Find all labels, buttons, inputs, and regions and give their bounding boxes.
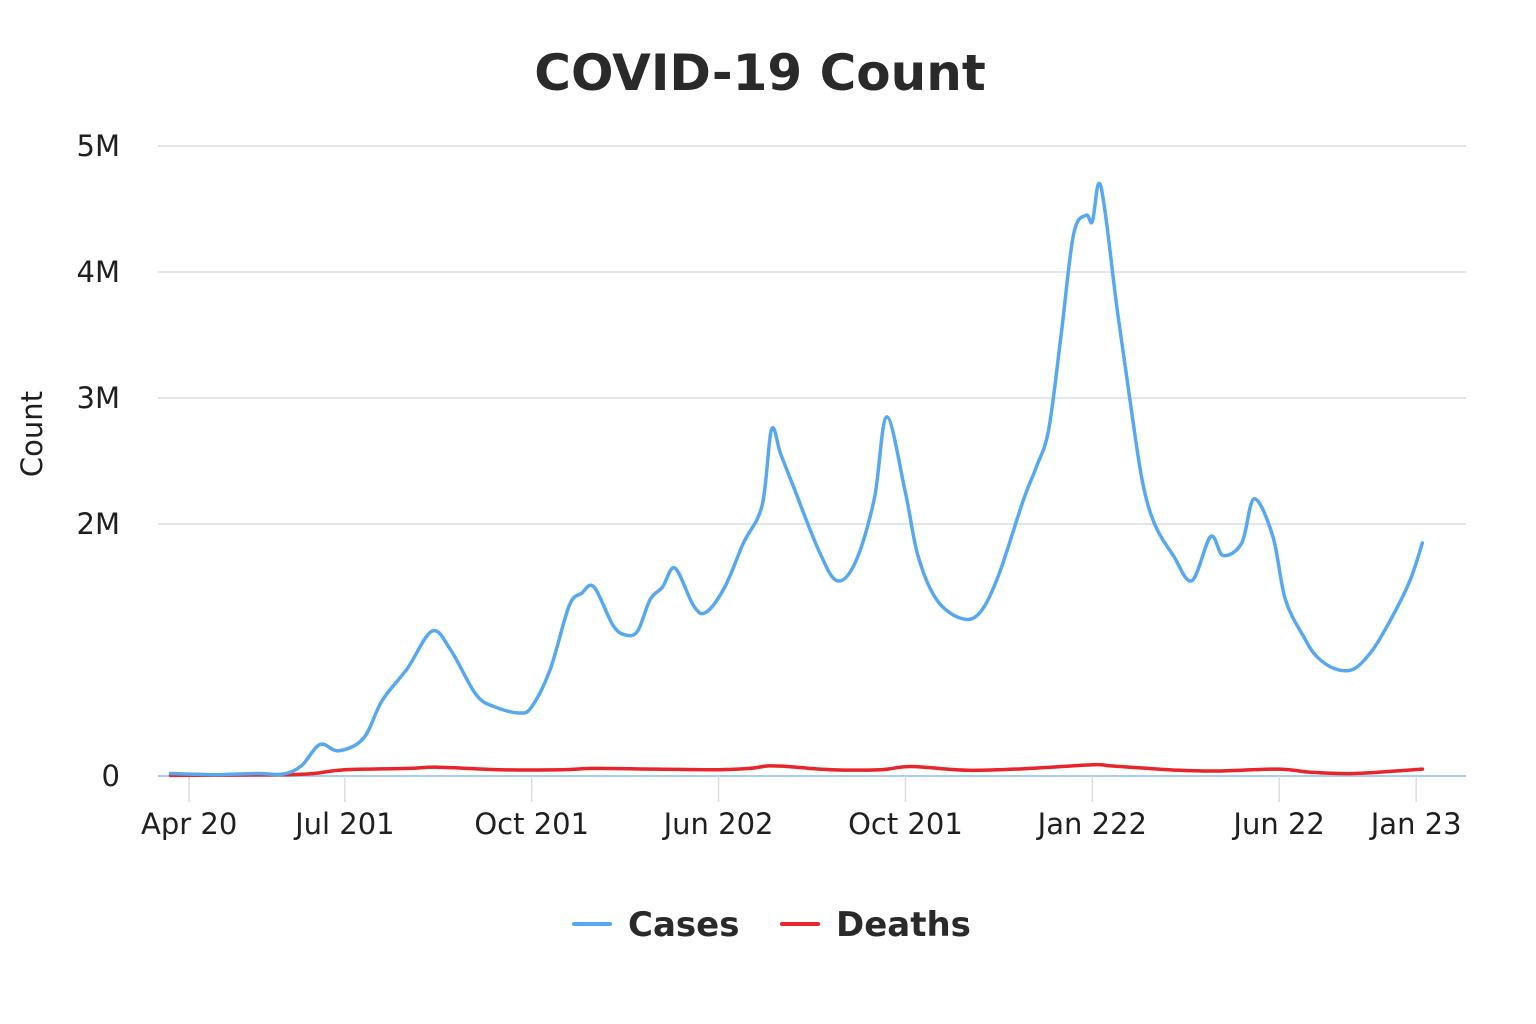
y-tick-label: 2M (77, 507, 120, 541)
y-tick-label: 3M (77, 381, 120, 415)
y-axis-title: Count (15, 391, 49, 477)
x-tick-label: Oct 201 (848, 807, 963, 841)
series-line-cases[interactable] (168, 181, 1425, 777)
x-tick-label: Jan 222 (1036, 807, 1147, 841)
y-axis-ticks: 0 2M 3M 4M 5M (77, 129, 120, 793)
legend-item-cases[interactable]: Cases (572, 905, 739, 945)
y-tick-label: 0 (102, 759, 120, 793)
legend-label-cases: Cases (628, 905, 739, 945)
x-tick-label: Jul 201 (293, 807, 395, 841)
series-line-deaths[interactable] (168, 762, 1425, 778)
y-tick-label: 4M (77, 255, 120, 289)
x-tick-label: Apr 20 (141, 807, 237, 841)
legend: Cases Deaths (572, 905, 971, 945)
chart-title: COVID-19 Count (534, 44, 985, 102)
legend-label-deaths: Deaths (836, 905, 971, 945)
plot-area (168, 181, 1425, 778)
x-tick-label: Oct 201 (474, 807, 589, 841)
x-axis-ticks: Apr 20 Jul 201 Oct 201 Jun 202 Oct 201 Jan 22… (141, 776, 1462, 841)
legend-item-deaths[interactable]: Deaths (780, 905, 971, 945)
grid-lines (158, 145, 1466, 777)
x-tick-label: Jun 22 (1231, 807, 1324, 841)
x-tick-label: Jun 202 (662, 807, 774, 841)
x-tick-label: Jan 23 (1369, 807, 1462, 841)
y-tick-label: 5M (77, 129, 120, 163)
